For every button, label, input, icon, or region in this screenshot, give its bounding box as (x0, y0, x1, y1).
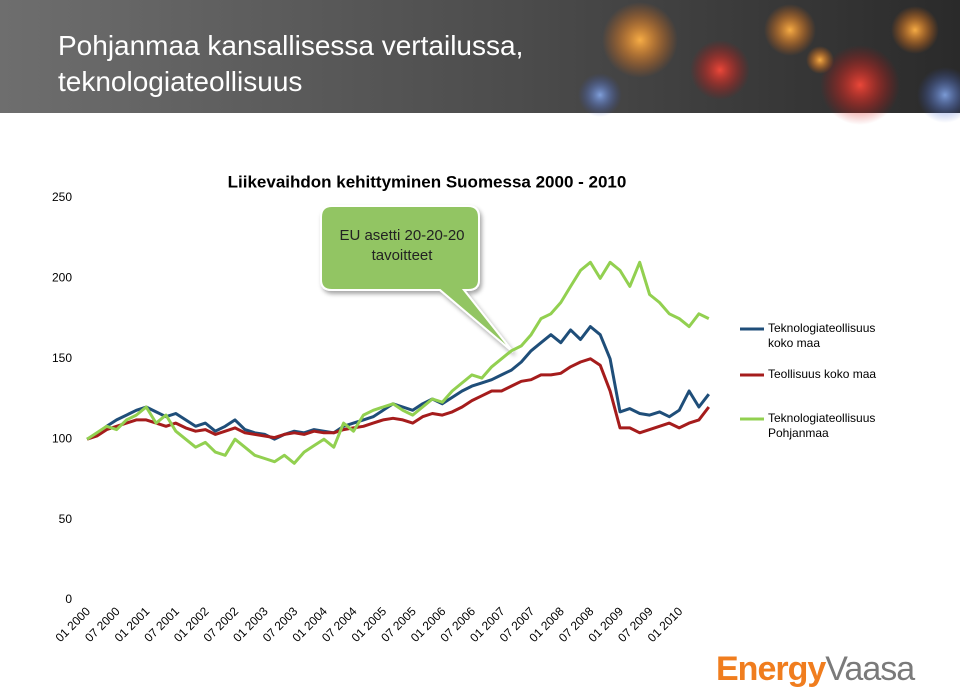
slide-title: Pohjanmaa kansallisessa vertailussa, tek… (58, 30, 524, 97)
y-tick-label: 200 (52, 271, 72, 285)
y-tick-label: 250 (52, 190, 72, 204)
logo-part: Energy (716, 650, 826, 688)
callout (320, 205, 514, 353)
data-line (86, 325, 710, 441)
legend-label: Teollisuus koko maa (768, 367, 877, 381)
chart-title: Liikevaihdon kehittyminen Suomessa 2000 … (228, 172, 627, 191)
bokeh-decoration (578, 2, 960, 125)
y-tick-label: 0 (65, 592, 72, 606)
y-tick-label: 150 (52, 351, 72, 365)
legend-label: Teknologiateollisuus koko maa (768, 321, 876, 350)
annotation: EU asetti 20-20-20 tavoitteet (339, 227, 465, 264)
data-line (86, 260, 710, 465)
y-tick-label: 50 (59, 512, 73, 526)
y-tick-label: 100 (52, 431, 72, 445)
data-line (86, 357, 710, 441)
logo-part: Vaasa (825, 650, 915, 688)
logo: EnergyVaasa (716, 650, 915, 689)
legend-label: Teknologiateollisuus Pohjanmaa (768, 411, 876, 440)
